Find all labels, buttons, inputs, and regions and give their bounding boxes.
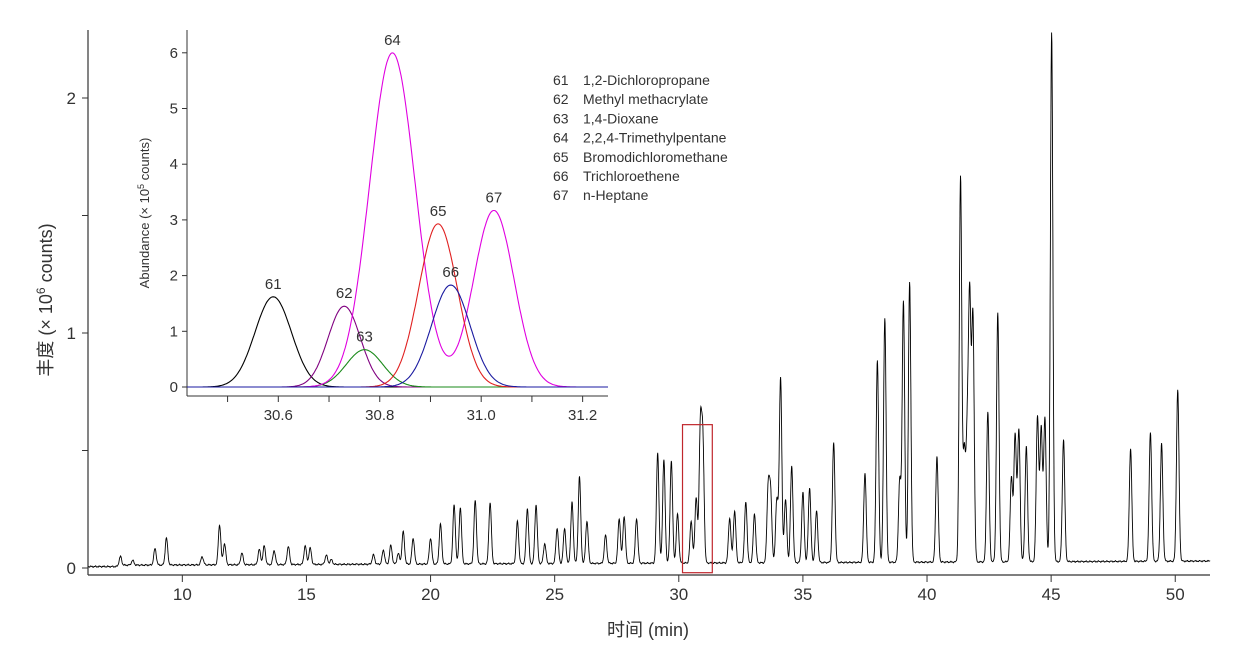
legend-entry: 63 1,4-Dioxane	[553, 110, 659, 126]
legend-entry: 64 2,2,4-Trimethylpentane	[553, 130, 727, 146]
x-tick-label: 30	[669, 585, 688, 604]
x-tick-label: 50	[1166, 585, 1185, 604]
x-axis-title: 时间 (min)	[607, 620, 689, 640]
legend-entry: 66 Trichloroethene	[553, 168, 680, 184]
legend-id: 67	[553, 187, 569, 203]
inset-axes: 0 1 2 3 4 5 6 30.6 30.8 31.0 31.2	[170, 30, 608, 424]
inset-y-axis-title-unit: counts)	[137, 138, 152, 184]
peak-label-63: 63	[356, 329, 373, 346]
inset-y-tick-label: 3	[170, 212, 178, 229]
inset-background	[130, 26, 630, 426]
y-tick-label: 0	[67, 559, 76, 578]
inset-legend: 61 1,2-Dichloropropane 62 Methyl methacryla…	[553, 72, 728, 203]
legend-name: Trichloroethene	[583, 168, 680, 184]
inset-y-tick-label: 6	[170, 45, 178, 62]
zoom-region-rectangle	[681, 424, 713, 574]
y-axis-title-unit: counts)	[36, 223, 56, 287]
x-tick-label: 15	[297, 585, 316, 604]
legend-name: Methyl methacrylate	[583, 91, 708, 107]
inset-x-tick-label: 31.0	[467, 407, 496, 424]
legend-name: Bromodichloromethane	[583, 149, 728, 165]
y-axis-title: 丰度 (× 106 counts)	[34, 223, 56, 376]
inset-chromatogram: 0 1 2 3 4 5 6 30.6 30.8 31.0 31.2 61 62 63 64 65 66 67 6…	[130, 26, 728, 426]
legend-id: 63	[553, 110, 569, 126]
legend-id: 64	[553, 130, 569, 146]
zoom-region-annotation	[681, 424, 713, 574]
x-tick-label: 10	[173, 585, 192, 604]
peak-label-65: 65	[430, 203, 447, 220]
inset-x-tick-label: 30.8	[365, 407, 394, 424]
x-tick-label: 40	[918, 585, 937, 604]
y-tick-label: 1	[67, 324, 76, 343]
x-tick-label: 20	[421, 585, 440, 604]
y-axis-title-main: 丰度 (× 10	[36, 294, 56, 377]
peak-label-61: 61	[265, 276, 282, 293]
legend-id: 61	[553, 72, 569, 88]
inset-y-tick-label: 4	[170, 156, 178, 173]
legend-entry: 65 Bromodichloromethane	[553, 149, 728, 165]
inset-peak-labels: 61 62 63 64 65 66 67	[265, 32, 502, 346]
legend-entry: 62 Methyl methacrylate	[553, 91, 708, 107]
y-axis-title-exponent: 6	[34, 287, 48, 294]
x-tick-label: 25	[545, 585, 564, 604]
inset-curves	[187, 52, 608, 388]
inset-y-tick-label: 0	[170, 379, 178, 396]
legend-entry: 67 n-Heptane	[553, 187, 649, 203]
x-tick-label: 45	[1042, 585, 1061, 604]
peak-label-67: 67	[486, 189, 503, 206]
legend-entry: 61 1,2-Dichloropropane	[553, 72, 710, 88]
legend-id: 65	[553, 149, 569, 165]
inset-x-tick-label: 31.2	[568, 407, 597, 424]
inset-y-tick-label: 5	[170, 101, 178, 118]
legend-id: 62	[553, 91, 569, 107]
inset-y-tick-label: 1	[170, 323, 178, 340]
inset-y-axis-title: Abundance (× 105 counts)	[136, 138, 152, 289]
peak-label-66: 66	[442, 264, 459, 281]
inset-y-axis-title-main: Abundance (× 10	[137, 189, 152, 288]
inset-curve-66	[187, 284, 608, 388]
chromatogram-trace	[87, 32, 1211, 568]
peak-label-62: 62	[336, 285, 353, 302]
inset-x-tick-label: 30.6	[264, 407, 293, 424]
y-tick-label: 2	[67, 89, 76, 108]
x-tick-label: 35	[793, 585, 812, 604]
legend-name: n-Heptane	[583, 187, 649, 203]
legend-name: 1,2-Dichloropropane	[583, 72, 710, 88]
legend-name: 1,4-Dioxane	[583, 110, 659, 126]
legend-id: 66	[553, 168, 569, 184]
peak-label-64: 64	[384, 32, 401, 49]
inset-y-axis-title-exponent: 5	[136, 184, 146, 189]
legend-name: 2,2,4-Trimethylpentane	[583, 130, 727, 146]
main-trace-group	[87, 32, 1211, 568]
inset-y-tick-label: 2	[170, 268, 178, 285]
